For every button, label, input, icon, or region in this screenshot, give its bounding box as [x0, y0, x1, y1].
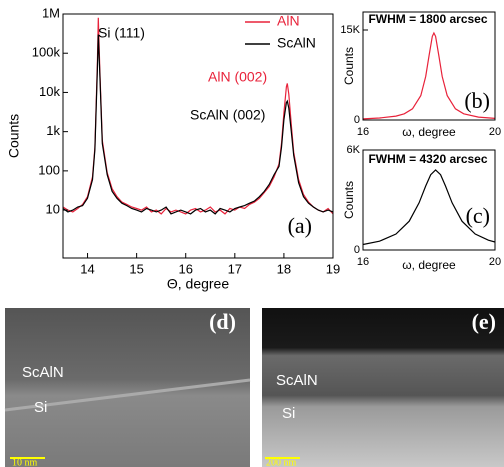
- annotation: ScAlN (002): [190, 107, 265, 123]
- annotation: AlN (002): [208, 69, 267, 85]
- y-tick-label: 0: [354, 114, 360, 126]
- y-axis-label: Counts: [342, 181, 356, 219]
- y-tick-label: 10: [46, 202, 60, 217]
- y-tick-label: 1M: [42, 5, 60, 20]
- y-tick-label: 15K: [340, 24, 360, 36]
- x-tick-label: 18: [277, 261, 291, 276]
- x-tick-label: 15: [129, 261, 143, 276]
- layer-label: ScAlN: [22, 364, 64, 381]
- y-axis-label: Counts: [342, 47, 356, 85]
- x-tick-label: 16: [178, 261, 192, 276]
- x-tick-label: 16: [357, 126, 369, 138]
- y-tick-label: 1k: [46, 123, 60, 138]
- y-tick-label: 10k: [39, 84, 60, 99]
- tem-image-d: (d) ScAlN Si 10 nm: [5, 308, 250, 467]
- annotation: Si (111): [98, 25, 145, 41]
- x-tick-label: 16: [357, 256, 369, 268]
- annotation: (a): [288, 213, 312, 238]
- scale-label: 10 nm: [12, 457, 38, 467]
- legend-label: AlN: [277, 13, 300, 29]
- annotation: FWHM = 4320 arcsec: [368, 152, 487, 166]
- data-line: [63, 35, 333, 214]
- panel-label: (d): [209, 309, 236, 334]
- y-tick-label: 100: [38, 162, 60, 177]
- figure: (d) ScAlN Si 10 nm (e) ScAlN Si 200 nm 1…: [0, 0, 504, 467]
- annotation: FWHM = 1800 arcsec: [368, 12, 487, 26]
- legend-label: ScAlN: [277, 35, 316, 51]
- y-tick-label: 100k: [32, 45, 61, 60]
- x-axis-label: Θ, degree: [167, 276, 229, 292]
- annotation: (c): [466, 203, 490, 228]
- layer-label: Si: [34, 399, 47, 416]
- x-tick-label: 14: [80, 261, 94, 276]
- panel-label: (e): [472, 309, 496, 334]
- y-tick-label: 0: [354, 244, 360, 256]
- annotation: (b): [464, 88, 490, 113]
- x-tick-label: 17: [228, 261, 242, 276]
- scale-label: 200 nm: [266, 457, 297, 467]
- x-axis-label: ω, degree: [402, 258, 456, 272]
- y-tick-label: 6K: [347, 144, 361, 156]
- tem-image-e: (e) ScAlN Si 200 nm: [262, 308, 504, 467]
- layer-label: Si: [282, 405, 295, 422]
- x-tick-label: 19: [326, 261, 340, 276]
- x-tick-label: 20: [489, 256, 501, 268]
- layer-label: ScAlN: [276, 372, 318, 389]
- x-tick-label: 20: [489, 126, 501, 138]
- y-axis-label: Counts: [6, 114, 22, 158]
- x-axis-label: ω, degree: [402, 125, 456, 139]
